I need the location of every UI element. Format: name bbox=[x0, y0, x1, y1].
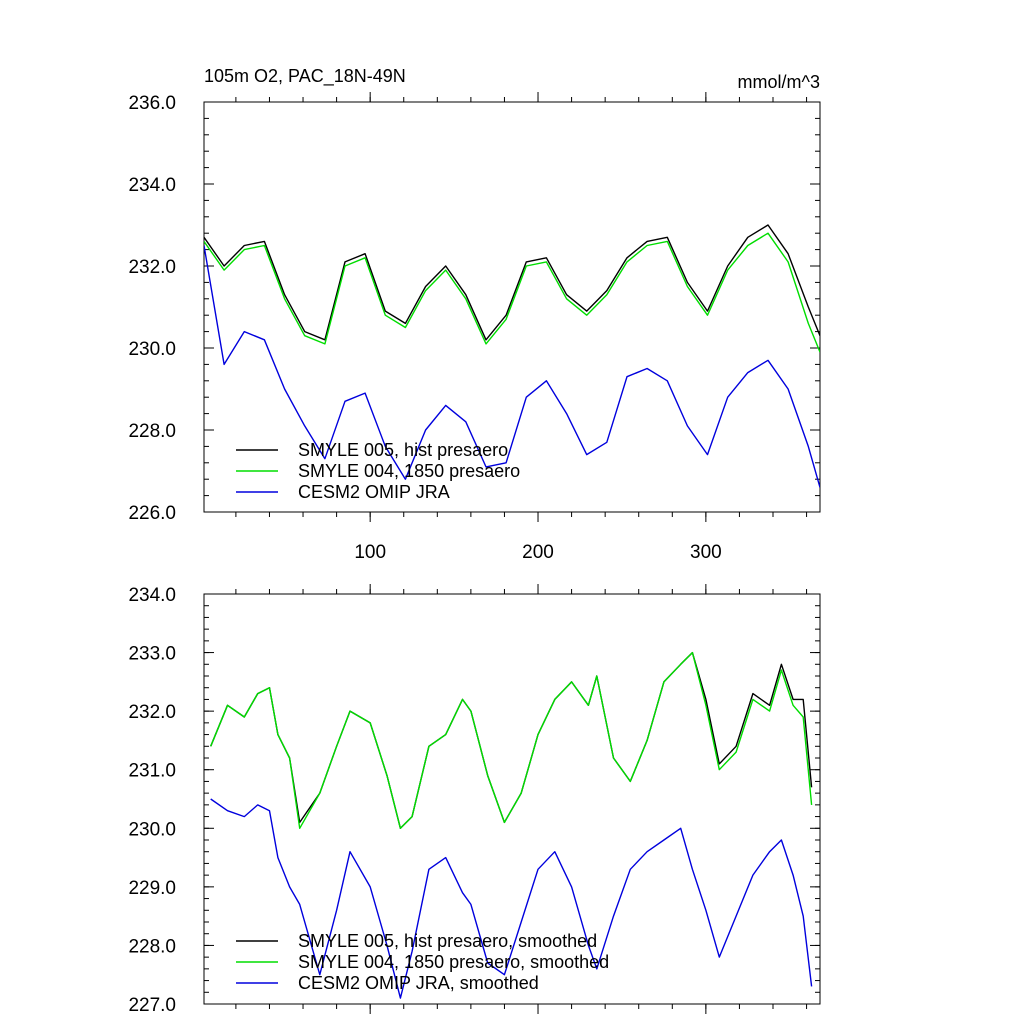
series-line-3 bbox=[204, 245, 820, 488]
y-tick-label: 227.0 bbox=[128, 995, 176, 1016]
figure-title: 105m O2, PAC_18N-49N bbox=[204, 66, 406, 87]
x-tick-label: 100 bbox=[354, 542, 386, 563]
top-panel: 226.0 228.0 230.0 232.0 234.0 236.0 100 200 300 S… bbox=[128, 92, 821, 563]
plot-frame bbox=[203, 101, 821, 513]
series-line-1 bbox=[210, 651, 813, 829]
x-tick-label: 300 bbox=[690, 542, 722, 563]
x-tick-label: 200 bbox=[522, 542, 554, 563]
y-tick-label: 228.0 bbox=[128, 421, 176, 442]
legend-label: SMYLE 004, 1850 presaero, smoothed bbox=[298, 952, 609, 972]
legend-label: CESM2 OMIP JRA bbox=[298, 482, 450, 502]
y-tick-label: 232.0 bbox=[128, 257, 176, 278]
y-tick-label: 232.0 bbox=[128, 702, 176, 723]
series-line-1 bbox=[204, 224, 820, 341]
y-tick-label: 230.0 bbox=[128, 339, 176, 360]
units-label: mmol/m^3 bbox=[738, 72, 820, 92]
y-tick-label: 230.0 bbox=[128, 819, 176, 840]
legend-label: SMYLE 005, hist presaero bbox=[298, 440, 508, 460]
series-line-3 bbox=[210, 798, 813, 999]
plot-frame bbox=[203, 593, 821, 1005]
legend-label: SMYLE 005, hist presaero, smoothed bbox=[298, 931, 597, 951]
series-line-2 bbox=[204, 232, 820, 353]
y-tick-label: 233.0 bbox=[128, 644, 176, 665]
series-line-2 bbox=[210, 651, 813, 829]
y-tick-label: 236.0 bbox=[128, 93, 176, 114]
y-tick-label: 234.0 bbox=[128, 175, 176, 196]
y-tick-label: 228.0 bbox=[128, 936, 176, 957]
bottom-panel: 227.0 228.0 229.0 230.0 231.0 232.0 233.0 234.0… bbox=[128, 584, 821, 1016]
y-tick-label: 231.0 bbox=[128, 761, 176, 782]
y-tick-label: 234.0 bbox=[128, 585, 176, 606]
y-tick-label: 226.0 bbox=[128, 503, 176, 524]
legend-label: CESM2 OMIP JRA, smoothed bbox=[298, 973, 539, 993]
legend-label: SMYLE 004, 1850 presaero bbox=[298, 461, 520, 481]
y-tick-label: 229.0 bbox=[128, 878, 176, 899]
